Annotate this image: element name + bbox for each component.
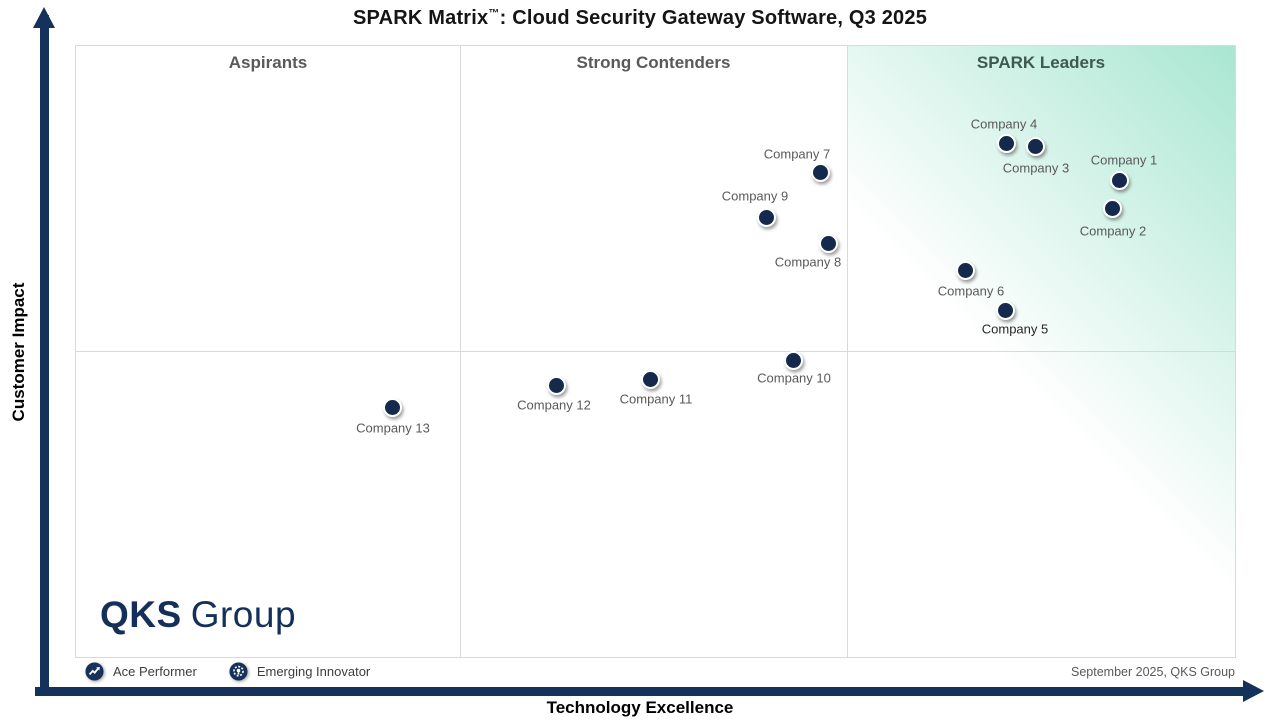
y-axis-label: Customer Impact — [9, 282, 28, 422]
publication-date-note: September 2025, QKS Group — [1071, 664, 1235, 679]
innovation-bulb-gear-icon — [229, 662, 248, 681]
company-dot — [811, 163, 830, 182]
company-label: Company 2 — [1079, 223, 1147, 239]
company-label: Company 11 — [619, 391, 693, 407]
company-label: Company 9 — [721, 188, 789, 204]
company-label: Company 7 — [763, 146, 831, 162]
logo-bold-text: QKS — [100, 594, 182, 635]
company-dot — [757, 208, 776, 227]
quadrant-header-strong-contenders: Strong Contenders — [576, 53, 731, 72]
company-dot — [956, 261, 975, 280]
quadrant-header-aspirants: Aspirants — [228, 53, 308, 72]
plot-area: Aspirants Strong Contenders SPARK Leader… — [75, 45, 1236, 658]
company-dot — [784, 351, 803, 370]
title-main: SPARK Matrix — [352, 7, 489, 29]
qks-group-logo: QKS Group — [100, 594, 296, 636]
x-axis-arrowhead-icon — [1243, 680, 1264, 702]
page-title: SPARK Matrix™: Cloud Security Gateway So… — [0, 7, 1280, 30]
company-label: Company 3 — [1002, 160, 1070, 176]
logo-light-text: Group — [190, 594, 297, 635]
legend-item-ace-performer: Ace Performer — [85, 662, 197, 681]
legend-label-ace-performer: Ace Performer — [113, 664, 197, 679]
quadrant-divider-horizontal — [76, 351, 1235, 352]
title-rest: : Cloud Security Gateway Software, Q3 20… — [499, 7, 928, 29]
company-dot — [996, 301, 1015, 320]
company-label: Company 8 — [774, 254, 842, 270]
legend-label-emerging-innovator: Emerging Innovator — [256, 664, 371, 679]
company-dot — [1026, 137, 1045, 156]
company-label: Company 1 — [1090, 152, 1158, 168]
company-dot — [641, 370, 660, 389]
company-label: Company 6 — [937, 283, 1005, 299]
company-dot — [1103, 199, 1122, 218]
trademark-symbol: ™ — [488, 7, 500, 20]
company-label: Company 10 — [757, 370, 831, 386]
company-dot — [547, 376, 566, 395]
x-axis-label: Technology Excellence — [546, 698, 734, 717]
company-label: Company 5 — [981, 321, 1049, 337]
x-axis-line — [35, 687, 1247, 696]
company-dot — [819, 234, 838, 253]
legend-row: Ace Performer Emerging Innovator Septemb… — [75, 657, 1236, 686]
company-label: Company 13 — [356, 420, 430, 436]
trend-up-icon — [85, 662, 104, 681]
quadrant-header-spark-leaders: SPARK Leaders — [976, 53, 1106, 72]
company-label: Company 4 — [970, 116, 1038, 132]
y-axis-line — [40, 15, 49, 696]
company-dot — [383, 398, 402, 417]
legend-item-emerging-innovator: Emerging Innovator — [229, 662, 370, 681]
y-axis-arrowhead-icon — [33, 7, 55, 28]
company-label: Company 12 — [517, 397, 591, 413]
company-dot — [997, 134, 1016, 153]
company-dot — [1110, 171, 1129, 190]
